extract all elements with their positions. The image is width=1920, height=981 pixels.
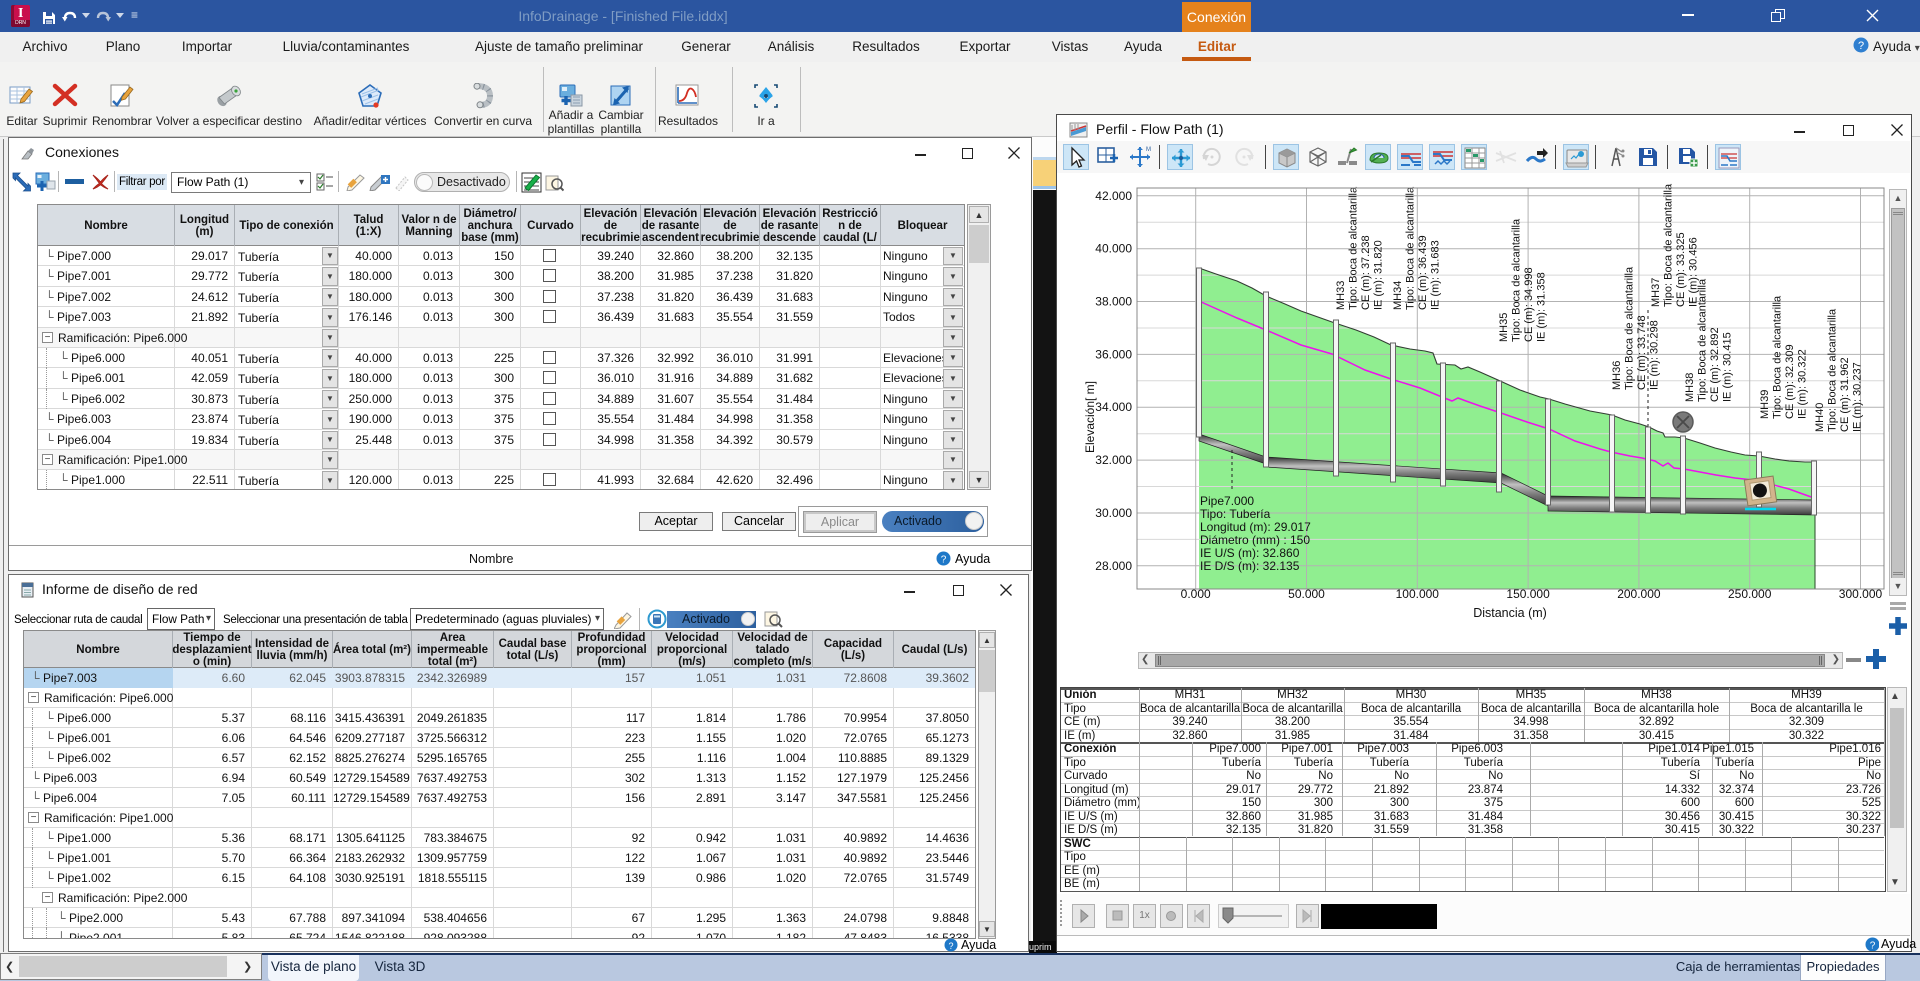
svg-text:CE (m): 37.238: CE (m): 37.238 [1360,235,1372,310]
svg-text:IE U/S (m): 32.860: IE U/S (m): 32.860 [1200,546,1300,560]
svg-text:MH37: MH37 [1650,277,1662,306]
svg-text:?: ? [1870,941,1876,952]
svg-text:Pipe7.000: Pipe7.000 [1200,494,1254,508]
svg-text:IE (m): 30.322: IE (m): 30.322 [1796,349,1808,419]
svg-text:Tipo: Boca de alcantarilla: Tipo: Boca de alcantarilla [1347,186,1359,310]
svg-text:50.000: 50.000 [1288,587,1325,601]
svg-text:CE (m): 33.748: CE (m): 33.748 [1636,315,1648,390]
svg-text:Tipo: Boca de alcantarilla: Tipo: Boca de alcantarilla [1771,295,1783,419]
svg-text:?: ? [941,555,947,566]
svg-text:28.000: 28.000 [1095,558,1132,572]
svg-text:?: ? [1858,40,1864,52]
svg-text:Diámetro (mm) : 150: Diámetro (mm) : 150 [1200,533,1310,547]
svg-text:IE (m): 31.358: IE (m): 31.358 [1535,272,1547,342]
svg-text:150.000: 150.000 [1506,587,1550,601]
svg-text:IE D/S (m): 32.135: IE D/S (m): 32.135 [1200,559,1300,573]
svg-text:36.000: 36.000 [1095,347,1132,361]
svg-text:0.000: 0.000 [1180,587,1210,601]
svg-text:Tipo: Tubería: Tipo: Tubería [1200,507,1271,521]
svg-text:?: ? [948,941,953,951]
svg-text:32.000: 32.000 [1095,453,1132,467]
svg-text:30.000: 30.000 [1095,506,1132,520]
svg-text:40.000: 40.000 [1095,241,1132,255]
svg-text:200.000: 200.000 [1617,587,1661,601]
svg-text:IE (m): 30.298: IE (m): 30.298 [1648,320,1660,390]
svg-text:IE (m): 31.820: IE (m): 31.820 [1372,240,1384,310]
svg-text:Elevación[ m]: Elevación[ m] [1083,380,1097,452]
svg-text:CE (m): 34.998: CE (m): 34.998 [1523,267,1535,342]
svg-text:34.000: 34.000 [1095,400,1132,414]
svg-text:MH34: MH34 [1392,280,1404,309]
svg-text:IE (m): 31.683: IE (m): 31.683 [1429,240,1441,310]
svg-text:MH39: MH39 [1759,389,1771,418]
svg-text:IE (m): 30.415: IE (m): 30.415 [1721,332,1733,402]
svg-text:Distancia (m): Distancia (m) [1473,606,1547,620]
svg-text:Tipo: Boca de alcantarilla: Tipo: Boca de alcantarilla [1826,308,1838,432]
svg-text:CE (m): 31.962: CE (m): 31.962 [1839,357,1851,432]
svg-text:42.000: 42.000 [1095,188,1132,202]
svg-text:MH33: MH33 [1335,280,1347,309]
svg-text:Tipo: Boca de alcantarilla: Tipo: Boca de alcantarilla [1404,186,1416,310]
svg-text:300.000: 300.000 [1838,587,1882,601]
svg-text:Tipo: Boca de alcantarilla: Tipo: Boca de alcantarilla [1510,218,1522,342]
svg-text:MH36: MH36 [1611,360,1623,389]
svg-text:M: M [1146,147,1151,153]
svg-text:CE (m): 36.439: CE (m): 36.439 [1417,235,1429,310]
svg-text:38.000: 38.000 [1095,294,1132,308]
svg-text:MH40: MH40 [1814,402,1826,431]
svg-text:CE (m): 32.309: CE (m): 32.309 [1784,344,1796,419]
svg-text:250.000: 250.000 [1728,587,1772,601]
svg-text:Tipo: Boca de alcantarilla: Tipo: Boca de alcantarilla [1696,278,1708,402]
svg-text:IE (m): 30.456: IE (m): 30.456 [1687,237,1699,307]
svg-text:Tipo: Boca de alcantarilla: Tipo: Boca de alcantarilla [1662,183,1674,307]
svg-text:Longitud (m): 29.017: Longitud (m): 29.017 [1200,520,1311,534]
svg-text:MH35: MH35 [1498,312,1510,341]
svg-text:CE (m): 33.325: CE (m): 33.325 [1675,232,1687,307]
svg-text:100.000: 100.000 [1395,587,1439,601]
svg-text:MH38: MH38 [1684,372,1696,401]
svg-text:CE (m): 32.892: CE (m): 32.892 [1709,327,1721,402]
svg-text:IE (m): 30.237: IE (m): 30.237 [1851,362,1863,432]
svg-text:Tipo: Boca de alcantarilla: Tipo: Boca de alcantarilla [1623,266,1635,390]
